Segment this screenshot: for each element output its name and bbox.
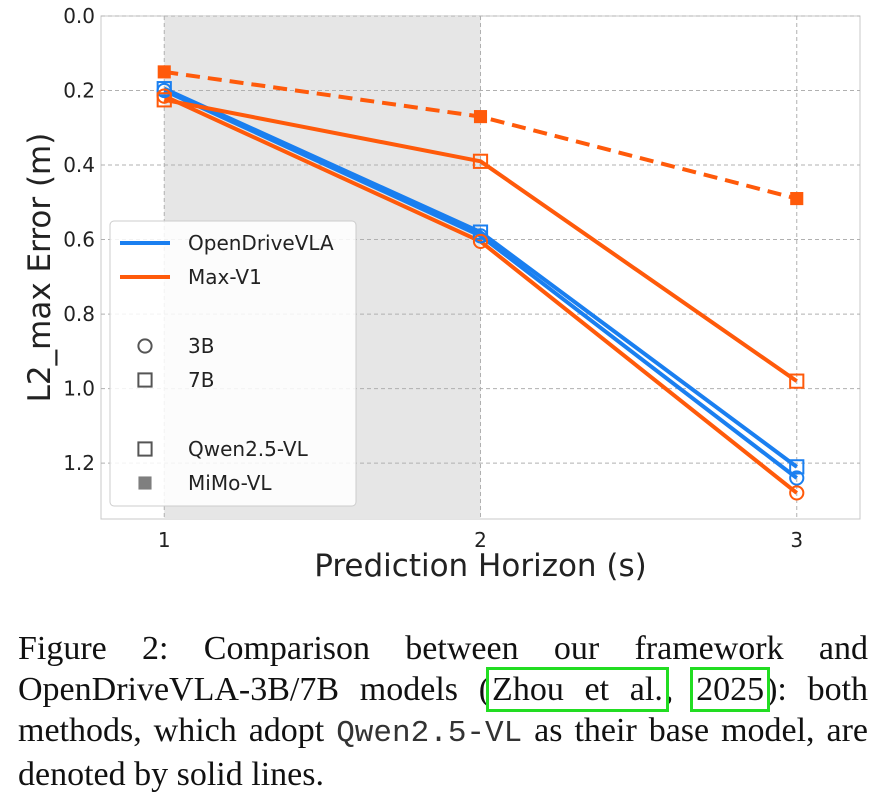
caption-text-2: ): both methods, which adopt [18, 671, 869, 749]
caption-separator: , [664, 671, 695, 708]
circle-marker [137, 338, 153, 354]
circle-marker [789, 470, 805, 486]
legend-label: Max-V1 [188, 265, 262, 289]
square-marker [472, 153, 489, 169]
series-line [163, 86, 798, 469]
legend-label: Qwen2.5-VL [188, 437, 309, 461]
legend-label: 7B [188, 368, 214, 392]
legend-label: MiMo-VL [188, 471, 272, 495]
caption-code: Qwen2.5-VL [336, 716, 523, 751]
y-tick-label: 0.4 [63, 153, 95, 177]
y-tick-label: 0.0 [63, 4, 95, 28]
caption-text-3: as their base model, are denoted by soli… [18, 712, 869, 793]
filled-square-marker [157, 65, 171, 79]
y-tick-label: 0.8 [63, 302, 95, 326]
series-group [156, 65, 805, 501]
y-tick-label: 0.6 [63, 228, 95, 252]
series-line [163, 88, 798, 480]
citation-year-link[interactable]: 2025 [690, 667, 771, 712]
square-marker [789, 373, 805, 389]
legend-label: OpenDriveVLA [188, 231, 334, 255]
legend: OpenDriveVLA Max-V1 3B 7B Qwen2.5-VL MiMo-VL [109, 220, 357, 507]
square-marker [137, 372, 153, 388]
filled-square-marker [473, 110, 488, 124]
filled-square-marker [138, 476, 152, 490]
x-tick-label: 3 [790, 528, 803, 552]
y-tick-label: 1.2 [63, 451, 95, 475]
legend-box [109, 220, 357, 507]
series-line [163, 94, 798, 495]
circle-marker [472, 233, 489, 250]
tick-labels: 0.0 0.2 0.4 0.6 0.8 1.0 1.2 1 2 3 [63, 4, 803, 552]
x-axis-label: Prediction Horizon (s) [314, 548, 647, 584]
square-marker [156, 81, 172, 97]
caption-text-1: Figure 2: Comparison between our framewo… [18, 630, 868, 708]
line-chart: 0.0 0.2 0.4 0.6 0.8 1.0 1.2 1 2 3 Prediction Hori… [22, 4, 861, 584]
y-tick-label: 1.0 [63, 377, 95, 401]
figure-caption: Figure 2: Comparison between our framewo… [18, 628, 868, 795]
series-line [163, 97, 798, 383]
citation-author-link[interactable]: Zhou et al. [486, 667, 669, 712]
circle-marker [789, 485, 805, 501]
legend-label: 3B [188, 334, 214, 358]
y-tick-label: 0.2 [63, 79, 95, 103]
square-marker [472, 224, 489, 240]
square-marker [137, 441, 153, 457]
x-tick-label: 1 [158, 528, 171, 552]
square-marker [789, 459, 805, 475]
x-tick-label: 2 [474, 528, 487, 552]
filled-square-marker [790, 192, 804, 206]
square-marker [156, 92, 172, 108]
y-axis-label: L2_max Error (m) [22, 133, 58, 403]
